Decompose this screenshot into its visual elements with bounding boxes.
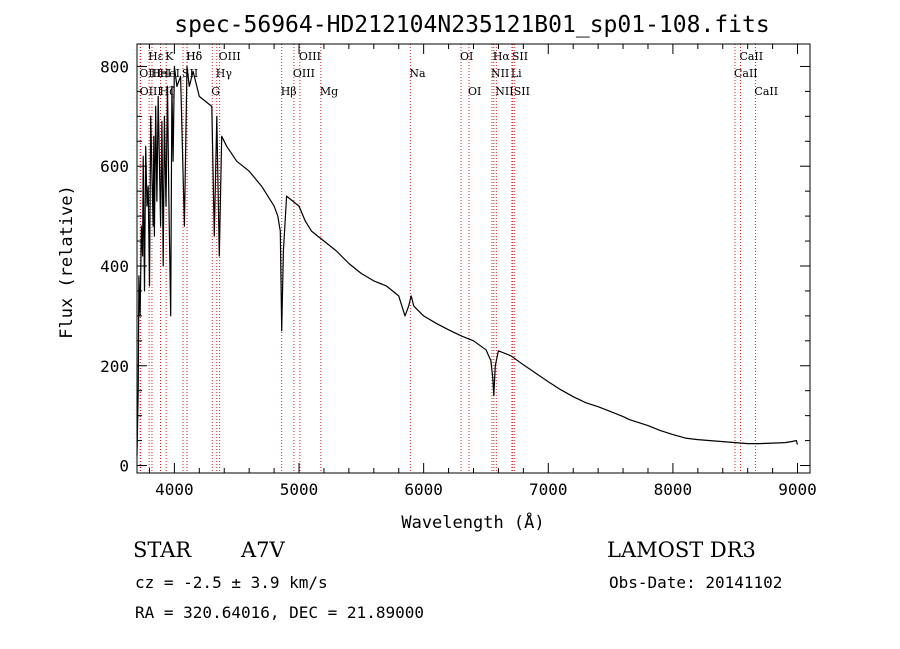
y-tick-label: 800	[100, 57, 129, 76]
axis-ticks: 4000 5000 6000 7000 8000 9000 0 200 400 600 800	[100, 44, 817, 499]
line-label-16: Mg	[320, 85, 338, 98]
x-axis-label: Wavelength (Å)	[401, 511, 544, 533]
chart-title: spec-56964-HD212104N235121B01_sp01-108.f…	[174, 12, 769, 38]
object-subclass: A7V	[241, 538, 285, 562]
line-label-15: OIII	[293, 67, 315, 80]
line-label-25: SII	[514, 85, 530, 98]
y-axis-label: Flux (relative)	[57, 185, 77, 339]
line-label-5: Hζ	[160, 85, 176, 98]
spectral-line-markers	[139, 44, 756, 473]
line-label-20: Hα	[493, 50, 511, 63]
line-label-19: OI	[468, 85, 481, 98]
line-label-4: HeI	[151, 67, 171, 80]
line-label-17: Na	[409, 67, 426, 80]
redshift-cz: cz = -2.5 ± 3.9 km/s	[135, 573, 328, 592]
y-tick-label: 400	[100, 257, 129, 276]
line-label-9: Hδ	[186, 50, 203, 63]
obs-date: Obs-Date: 20141102	[609, 573, 783, 592]
line-label-18: OI	[460, 50, 473, 63]
line-label-10: OIII	[219, 50, 241, 63]
line-label-27: CaII	[734, 67, 758, 80]
y-tick-label: 0	[119, 457, 129, 476]
line-label-8: SII	[182, 67, 198, 80]
line-label-13: Hβ	[281, 85, 297, 98]
spectrum-line-0	[136, 65, 799, 456]
x-tick-label: 8000	[654, 480, 693, 499]
x-tick-label: 4000	[155, 480, 194, 499]
line-label-26: CaII	[739, 50, 763, 63]
line-label-14: OIII	[299, 50, 321, 63]
spectrum-series	[136, 65, 799, 456]
line-label-7: HeI	[160, 67, 180, 80]
line-label-21: NII	[491, 67, 509, 80]
x-tick-label: 6000	[404, 480, 443, 499]
line-label-24: Li	[511, 67, 522, 80]
line-label-1: OIII	[139, 67, 161, 80]
x-tick-label: 5000	[280, 480, 319, 499]
line-label-0: Hδ	[186, 50, 203, 63]
x-tick-label: 7000	[529, 480, 568, 499]
object-class: STAR	[133, 538, 192, 562]
plot-frame	[136, 43, 811, 474]
y-tick-label: 200	[100, 357, 129, 376]
line-label-2: OIII	[140, 85, 162, 98]
line-label-11: Hγ	[216, 67, 233, 80]
x-tick-label: 9000	[778, 480, 817, 499]
survey-name: LAMOST DR3	[607, 538, 756, 562]
coordinates: RA = 320.64016, DEC = 21.89000	[135, 603, 424, 622]
y-tick-label: 600	[100, 157, 129, 176]
line-label-22: NII	[495, 85, 513, 98]
line-label-28: CaII	[754, 85, 778, 98]
line-label-6: K	[165, 50, 174, 63]
line-label-23: SII	[512, 50, 528, 63]
line-label-3: Hε	[148, 50, 164, 63]
line-label-12: G	[211, 85, 220, 98]
